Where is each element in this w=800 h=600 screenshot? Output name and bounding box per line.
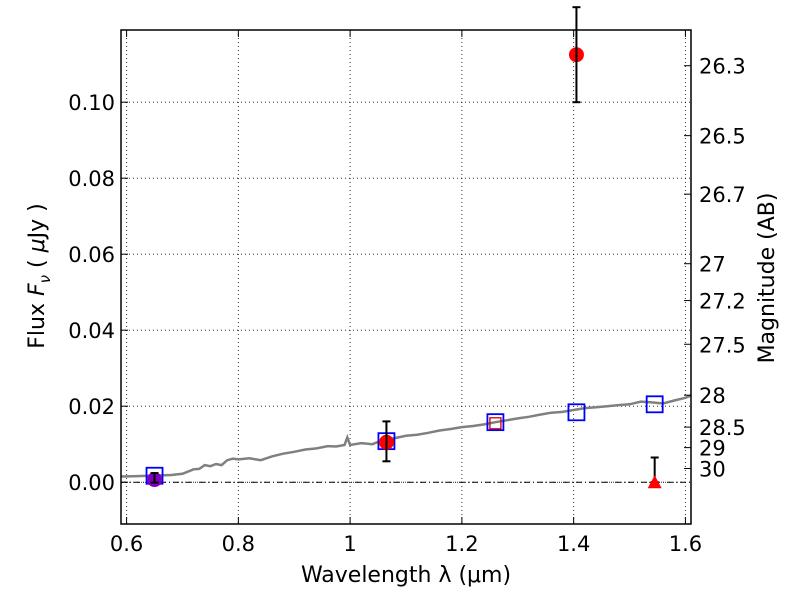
y2-axis-label: Magnitude (AB) bbox=[755, 193, 780, 364]
small-square-marker bbox=[489, 417, 502, 430]
x-tick-label: 1 bbox=[343, 532, 356, 556]
x-tick-label: 0.6 bbox=[110, 532, 143, 556]
x-axis-label: Wavelength λ (μm) bbox=[301, 563, 511, 588]
y2-tick-label: 27.2 bbox=[699, 290, 746, 314]
y2-tick-label: 26.3 bbox=[699, 55, 746, 79]
upper-limit-marker bbox=[647, 475, 662, 489]
y-axis-label-part: μ bbox=[25, 238, 50, 253]
y2-tick-label: 29 bbox=[699, 437, 726, 461]
y-axis-label: Flux Fν ( μJy ) bbox=[25, 203, 54, 348]
y-tick-label: 0.02 bbox=[68, 395, 115, 419]
model-square-marker bbox=[645, 395, 664, 414]
y2-tick-label: 28.5 bbox=[699, 416, 746, 440]
y-tick-label: 0.08 bbox=[68, 167, 115, 191]
y2-tick-label: 27.5 bbox=[699, 333, 746, 357]
y-tick-label: 0.00 bbox=[68, 471, 115, 495]
y2-tick-label: 26.5 bbox=[699, 125, 746, 149]
spectrum-line bbox=[120, 394, 692, 478]
ticks: 0.6 0.8 1 1.2 1.4 1.6 0.00 0.02 0.04 0.06 0.08 0.10… bbox=[68, 30, 746, 556]
x-tick-label: 1.2 bbox=[445, 532, 478, 556]
y-tick-label: 0.10 bbox=[68, 91, 115, 115]
grid bbox=[121, 30, 691, 524]
y-axis-label-part: Jy ) bbox=[25, 203, 50, 240]
y2-tick-label: 26.7 bbox=[699, 183, 746, 207]
y-axis-label-part: F bbox=[25, 283, 50, 296]
x-tick-label: 0.8 bbox=[222, 532, 255, 556]
model-square-marker bbox=[567, 403, 586, 422]
y-tick-label: 0.06 bbox=[68, 243, 115, 267]
y2-tick-label: 28 bbox=[699, 384, 726, 408]
y-axis-label-part: ( bbox=[25, 252, 50, 275]
y-axis-label-part: Flux bbox=[25, 296, 50, 349]
x-tick-label: 1.4 bbox=[557, 532, 590, 556]
y2-tick-label: 27 bbox=[699, 253, 726, 277]
x-tick-label: 1.6 bbox=[669, 532, 702, 556]
y-axis-label-part: ν bbox=[36, 275, 54, 283]
plot-area bbox=[120, 6, 692, 489]
y-tick-label: 0.04 bbox=[68, 319, 115, 343]
model-square-marker bbox=[486, 413, 505, 432]
plot-frame bbox=[120, 29, 692, 525]
y2-tick-label: 30 bbox=[699, 458, 726, 482]
